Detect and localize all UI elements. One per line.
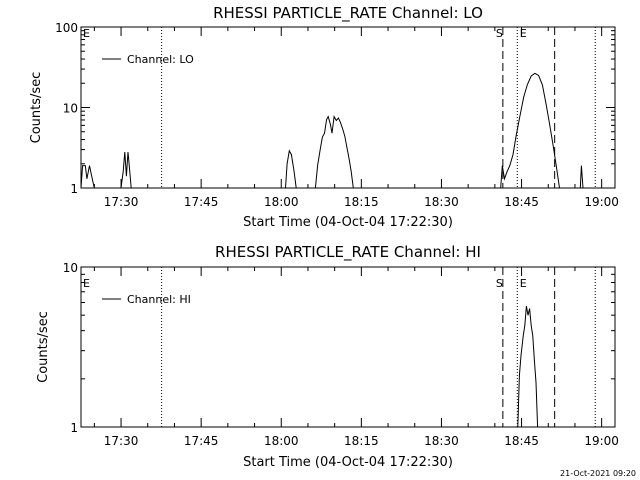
x-axis-label: Start Time (04-Oct-04 17:22:30) <box>243 215 453 230</box>
x-tick-label: 18:30 <box>424 434 459 448</box>
x-tick-label: 18:30 <box>424 195 459 209</box>
event-marker-label: E <box>83 277 90 290</box>
legend: Channel: LO <box>102 53 194 66</box>
plot-frame <box>80 26 616 189</box>
x-tick-label: 17:30 <box>104 195 139 209</box>
y-tick-label: 100 <box>55 21 78 35</box>
x-tick-label: 18:15 <box>344 434 379 448</box>
series-line-segment <box>579 165 584 188</box>
y-tick-label: 10 <box>63 102 78 116</box>
y-axis-label: Counts/sec <box>36 311 51 383</box>
legend-label: Channel: LO <box>127 53 194 66</box>
timestamp: 21-Oct-2021 09:20 <box>560 469 636 478</box>
legend-label: Channel: HI <box>127 293 191 306</box>
y-tick-label: 10 <box>63 261 78 275</box>
x-axis-label: Start Time (04-Oct-04 17:22:30) <box>243 455 453 470</box>
x-tick-label: 18:45 <box>504 434 539 448</box>
x-tick-label: 17:45 <box>184 195 219 209</box>
chart-title: RHESSI PARTICLE_RATE Channel: LO <box>213 4 483 23</box>
series-line-segment <box>517 306 539 427</box>
series-line-segment <box>314 115 354 188</box>
series-line-segment <box>500 72 560 188</box>
series-line-segment <box>81 165 95 188</box>
x-tick-label: 17:45 <box>184 434 219 448</box>
x-tick-label: 18:00 <box>264 434 299 448</box>
x-tick-label: 19:00 <box>584 434 619 448</box>
event-marker-label: S <box>496 27 503 40</box>
x-tick-label: 18:15 <box>344 195 379 209</box>
legend: Channel: HI <box>102 293 191 306</box>
x-tick-label: 18:00 <box>264 195 299 209</box>
event-marker-label: S <box>496 277 503 290</box>
series-channel-lo <box>81 72 584 188</box>
plot-frame <box>80 266 616 428</box>
y-tick-label: 1 <box>70 182 78 196</box>
series-line-segment <box>120 151 132 188</box>
x-tick-label: 18:45 <box>504 195 539 209</box>
x-tick-label: 19:00 <box>584 195 619 209</box>
chart-panel-1: RHESSI PARTICLE_RATE Channel: LO 17:30 17:… <box>29 4 619 230</box>
series-channel-hi <box>517 306 539 427</box>
event-marker-label: E <box>520 27 527 40</box>
series-line-segment <box>285 149 297 188</box>
event-marker-label: E <box>520 277 527 290</box>
y-tick-label: 1 <box>70 421 78 435</box>
chart-title: RHESSI PARTICLE_RATE Channel: HI <box>215 243 481 262</box>
chart-panel-2: RHESSI PARTICLE_RATE Channel: HI 17:30 17:… <box>36 243 619 470</box>
x-tick-label: 17:30 <box>104 434 139 448</box>
y-axis-label: Counts/sec <box>29 72 44 144</box>
event-marker-label: E <box>83 27 90 40</box>
